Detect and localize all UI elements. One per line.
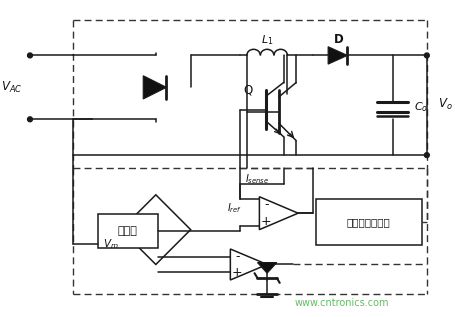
Text: www.cntronics.com: www.cntronics.com (294, 298, 389, 308)
Text: $I_{ref}$: $I_{ref}$ (228, 201, 243, 215)
Text: Q: Q (243, 84, 253, 97)
Text: +: + (232, 266, 243, 279)
Text: $V_o$: $V_o$ (439, 97, 453, 112)
Text: D: D (334, 33, 344, 46)
Polygon shape (121, 195, 191, 264)
Text: 取樣和低通濾波: 取樣和低通濾波 (347, 217, 391, 227)
Circle shape (425, 153, 429, 158)
Text: +: + (261, 215, 272, 229)
Text: $C_o$: $C_o$ (414, 100, 429, 113)
Polygon shape (328, 47, 348, 64)
Polygon shape (259, 197, 298, 230)
Bar (98, 214, 158, 248)
Text: -: - (235, 250, 239, 263)
Text: $V_{AC}$: $V_{AC}$ (1, 80, 22, 95)
Circle shape (425, 53, 429, 58)
Polygon shape (143, 76, 167, 99)
Text: $L_1$: $L_1$ (261, 33, 273, 47)
Text: $V_m$: $V_m$ (102, 237, 118, 251)
Text: $I_{sense}$: $I_{sense}$ (245, 172, 269, 186)
Text: 乘法器: 乘法器 (118, 226, 138, 236)
Circle shape (28, 117, 32, 122)
Circle shape (28, 53, 32, 58)
Polygon shape (258, 262, 277, 273)
Polygon shape (230, 249, 267, 280)
Text: -: - (264, 198, 268, 211)
Bar (315, 199, 422, 245)
